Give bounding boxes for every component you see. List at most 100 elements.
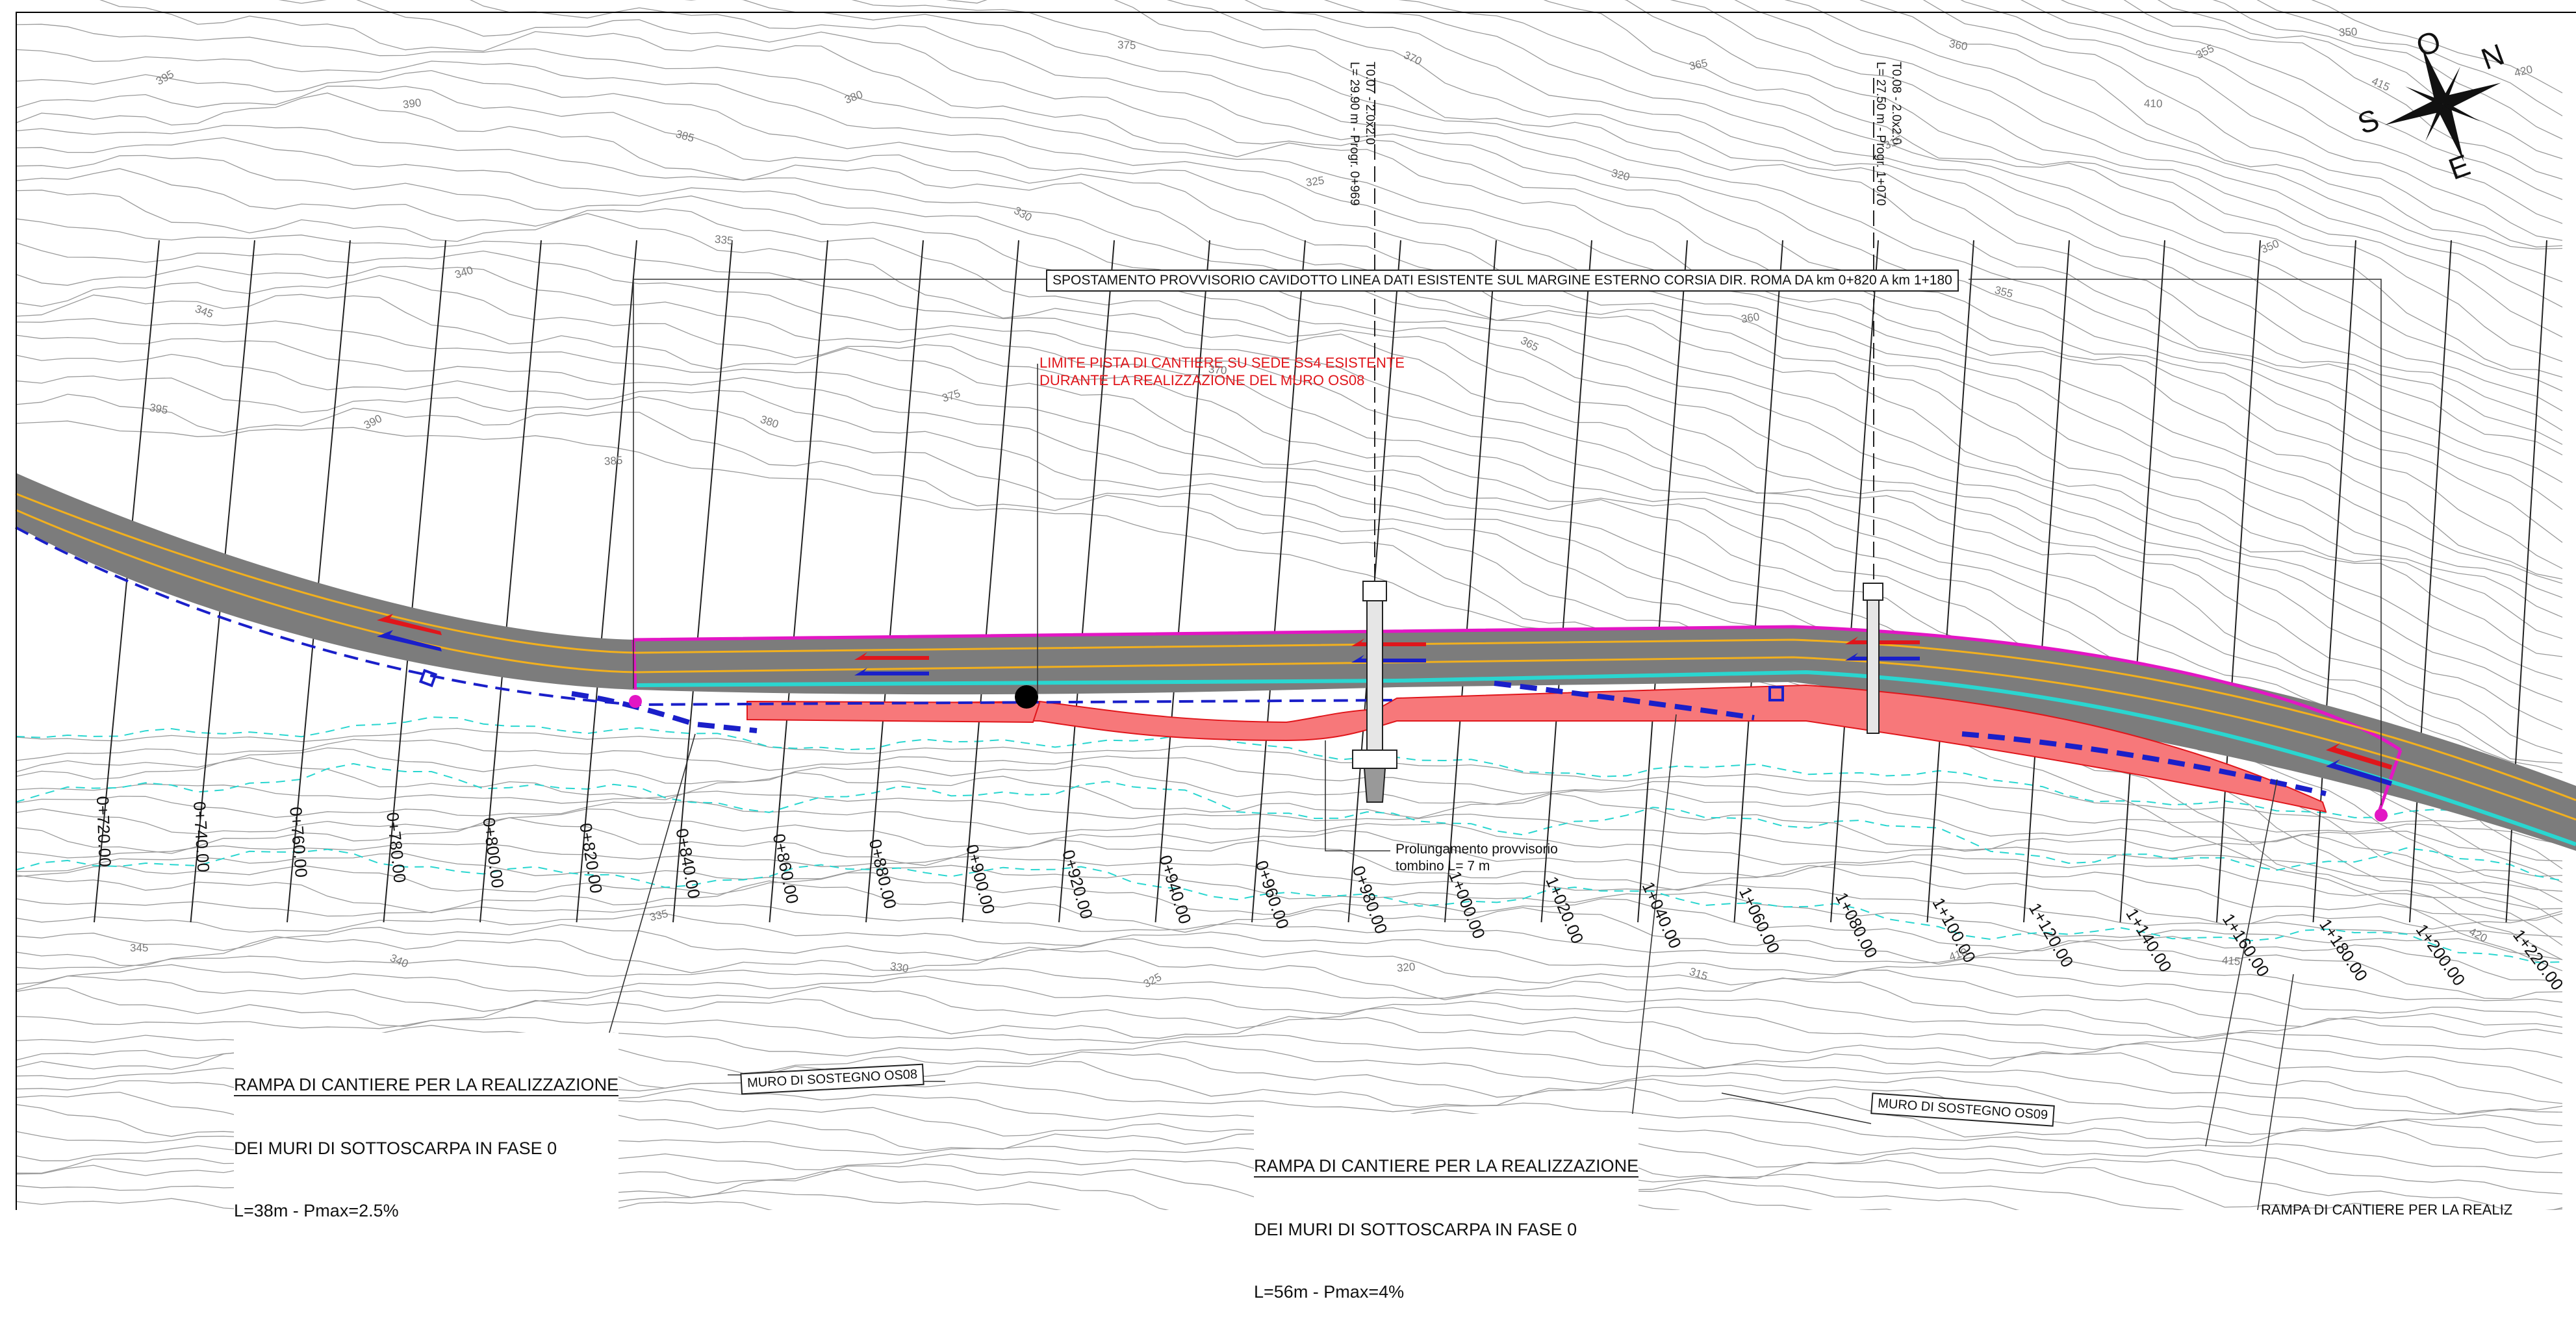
station-label: 0+740.00 — [189, 801, 213, 873]
section-line — [576, 240, 637, 923]
direction-arrow-red-east — [2326, 743, 2392, 770]
contour-line — [15, 242, 2563, 786]
section-line — [1444, 240, 1497, 923]
contour-line — [15, 1016, 2563, 1115]
watercourse-line — [15, 848, 2563, 963]
contour-line — [15, 738, 2563, 845]
contour-line — [1859, 0, 2563, 249]
contour-line — [1543, 0, 2563, 378]
ramp-note-cut: RAMPA DI CANTIERE PER LA REALIZ — [2261, 1202, 2513, 1218]
contour-line — [15, 853, 2563, 961]
culvert-t008 — [1863, 78, 1883, 734]
ramp-os09 — [1494, 681, 1755, 720]
section-line — [769, 240, 828, 923]
contour-line — [2256, 0, 2563, 116]
culvert-t007 — [1352, 78, 1397, 803]
contour-elevation-label: 320 — [1396, 960, 1416, 975]
contour-line — [2021, 0, 2563, 224]
contour-line — [470, 0, 2563, 543]
direction-arrow-red-west — [377, 614, 442, 635]
contour-line — [15, 913, 2563, 1018]
contour-line — [15, 137, 2563, 703]
contour-line — [15, 190, 2563, 764]
cable-relocation-note: SPOSTAMENTO PROVVISORIO CAVIDOTTO LINEA … — [1046, 270, 1959, 292]
contour-line — [15, 964, 2563, 1084]
contour-line — [2123, 0, 2563, 180]
contour-line — [1784, 0, 2563, 283]
contour-line — [15, 796, 2563, 910]
section-line — [1733, 240, 1783, 923]
square-marker-2 — [1768, 686, 1784, 701]
contour-line — [1323, 0, 2563, 412]
lane-line-south — [15, 509, 2576, 821]
contour-line — [946, 0, 2563, 455]
contour-elevation-label: 345 — [130, 942, 149, 954]
contour-elevation-label: 330 — [889, 959, 910, 976]
section-line — [1830, 240, 1879, 923]
section-line — [672, 240, 733, 923]
magenta-node-east — [2375, 809, 2388, 822]
contour-elevation-label: 390 — [402, 96, 422, 111]
contour-line — [15, 757, 2563, 877]
site-limit-line2: DURANTE LA REALIZZAZIONE DEL MURO OS08 — [1039, 372, 1365, 388]
contour-elevation-label: 385 — [604, 454, 623, 468]
magenta-node-west — [629, 695, 642, 708]
ramp-os09-line3: L=56m - Pmax=4% — [1254, 1282, 1405, 1302]
section-line — [1058, 240, 1115, 923]
contour-line — [1670, 0, 2563, 338]
contour-line — [1624, 0, 2563, 362]
section-line — [865, 240, 924, 923]
contour-line — [15, 727, 2563, 827]
contour-elevation-label: 410 — [2143, 97, 2163, 110]
ramp-os08 — [571, 691, 758, 733]
section-line — [2023, 240, 2070, 923]
station-label: 0+720.00 — [93, 796, 115, 868]
culvert-extension-note: Prolungamento provvisorio tombino L= 7 m — [1396, 841, 1558, 875]
culvert-tag-t007-title: T0.07 - 2.0x2.0 — [1363, 62, 1377, 145]
contour-line — [15, 49, 2563, 598]
contour-line — [15, 85, 2563, 639]
ramp-dashed-line — [15, 526, 1397, 707]
section-line — [1926, 240, 1974, 923]
section-line — [1251, 240, 1306, 923]
contour-line — [15, 394, 2563, 961]
ramp-os08-line1: RAMPA DI CANTIERE PER LA REALIZZAZIONE — [234, 1074, 619, 1096]
contour-line — [15, 747, 2563, 862]
site-plan-drawing — [15, 0, 2576, 1210]
contour-line — [99, 0, 2563, 580]
section-lines — [94, 240, 2547, 923]
watercourse-line — [15, 716, 2563, 820]
contour-line — [15, 783, 2563, 892]
contour-line — [15, 23, 2563, 584]
contour-line — [15, 817, 2563, 930]
north-arrow-icon — [2384, 45, 2501, 162]
section-line — [962, 240, 1019, 923]
contour-elevation-label: 415 — [2221, 954, 2241, 968]
culvert-tag-t007: T0.07 - 2.0x2.0 L= 29.90 m - Progr. 0+96… — [1346, 62, 1377, 206]
contour-line — [15, 420, 2563, 972]
site-limit-note: LIMITE PISTA DI CANTIERE SU SEDE SS4 ESI… — [1039, 354, 1405, 389]
contour-elevation-label: 325 — [1305, 174, 1325, 189]
road-surface — [16, 473, 2576, 851]
ramp-note-os08: RAMPA DI CANTIERE PER LA REALIZZAZIONE D… — [234, 1033, 619, 1242]
contour-line — [2060, 0, 2563, 201]
contour-line — [15, 92, 2563, 657]
direction-arrow-blue-west — [377, 630, 442, 651]
ramp-os09-line1: RAMPA DI CANTIERE PER LA REALIZZAZIONE — [1254, 1155, 1639, 1178]
section-line — [1154, 240, 1210, 923]
section-line — [2119, 240, 2165, 923]
lane-line-north — [15, 492, 2576, 801]
contour-line — [15, 874, 2563, 1000]
ramp-os08-line3: L=38m - Pmax=2.5% — [234, 1201, 399, 1220]
contour-line — [1398, 0, 2563, 392]
section-line — [2312, 240, 2356, 923]
contour-line — [15, 843, 2563, 938]
contour-line — [2212, 0, 2563, 140]
contour-line — [15, 155, 2563, 731]
contour-line — [15, 955, 2563, 1058]
work-area — [745, 684, 2327, 813]
culvert-tag-t008-sub: L= 27.50 m - Progr. 1+070 — [1874, 62, 1887, 206]
culvert-extension-line2: tombino L= 7 m — [1396, 859, 1490, 874]
contour-line — [15, 218, 2563, 774]
ramp-os08-line2: DEI MURI DI SOTTOSCARPA IN FASE 0 — [234, 1139, 557, 1158]
